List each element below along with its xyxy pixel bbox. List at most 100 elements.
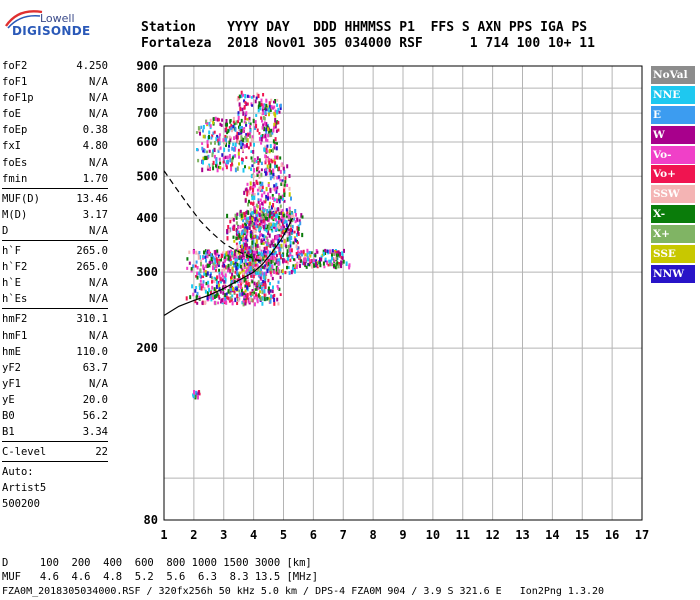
echo-point	[263, 289, 266, 294]
echo-point	[231, 128, 233, 133]
echo-point	[257, 160, 260, 165]
echo-point	[235, 228, 238, 232]
echo-point	[191, 284, 194, 289]
echo-point	[258, 224, 261, 229]
echo-point	[245, 187, 248, 192]
echo-point	[265, 98, 268, 103]
echo-point	[273, 297, 276, 302]
echo-point	[223, 280, 226, 284]
echo-point	[262, 111, 265, 115]
echo-point	[207, 280, 210, 285]
echo-point	[277, 280, 280, 284]
echo-point	[253, 291, 256, 295]
echo-point	[241, 251, 244, 256]
echo-point	[260, 281, 263, 285]
echo-point	[280, 163, 283, 168]
echo-point	[236, 212, 239, 216]
echo-point	[286, 209, 289, 214]
echo-point	[216, 163, 219, 168]
echo-point	[258, 136, 261, 142]
echo-point	[202, 283, 205, 289]
echo-point	[309, 260, 312, 265]
echo-point	[201, 167, 204, 173]
echo-point	[192, 250, 195, 255]
echo-point	[289, 253, 292, 257]
echo-point	[212, 160, 215, 165]
echo-point	[192, 393, 195, 397]
echo-point	[278, 208, 281, 212]
footer-d-line: D 100 200 400 600 800 1000 1500 3000 [km…	[2, 557, 312, 569]
param-label: fmin	[2, 172, 28, 185]
param-value: N/A	[89, 277, 108, 290]
param-row-fxi: fxI 4.80	[2, 138, 108, 154]
echo-point	[267, 229, 270, 234]
echo-point	[231, 294, 234, 298]
echo-point	[256, 166, 259, 171]
echo-point	[254, 288, 257, 291]
echo-point	[234, 297, 237, 303]
echo-point	[261, 126, 264, 130]
echo-point	[241, 234, 244, 240]
echo-point	[197, 126, 200, 131]
echo-point	[203, 272, 206, 276]
param-row-hf: h`F 265.0	[2, 243, 108, 259]
echo-point	[233, 239, 236, 243]
echo-point	[274, 155, 277, 160]
echo-point	[198, 285, 201, 290]
echo-point	[245, 243, 248, 248]
echo-point	[274, 99, 277, 104]
echo-point	[206, 254, 209, 259]
echo-point	[212, 121, 215, 125]
echo-point	[225, 292, 228, 296]
param-value: 4.80	[82, 140, 108, 153]
echo-point	[225, 138, 228, 143]
echo-point	[237, 139, 240, 144]
legend-item-w: W	[651, 125, 695, 144]
echo-point	[199, 273, 202, 278]
echo-point	[273, 125, 275, 129]
echo-point	[232, 261, 235, 266]
echo-point	[263, 103, 266, 108]
echo-point	[227, 263, 230, 268]
echo-point	[218, 140, 221, 146]
echo-point	[289, 244, 292, 248]
echo-point	[247, 211, 250, 215]
echo-point	[260, 219, 263, 224]
echo-point	[272, 243, 275, 247]
echo-point	[288, 237, 291, 242]
echo-point	[254, 208, 256, 214]
echo-point	[235, 215, 238, 220]
echo-point	[329, 263, 332, 267]
echo-point	[313, 264, 316, 268]
echo-point	[250, 102, 253, 106]
echo-point	[238, 249, 241, 254]
echo-point	[202, 255, 205, 259]
echo-point	[238, 140, 241, 145]
echo-point	[253, 158, 256, 162]
echo-point	[293, 258, 295, 261]
echo-point	[334, 250, 336, 253]
echo-point	[295, 213, 297, 217]
param-value: 3.34	[82, 426, 108, 439]
echo-point	[278, 223, 281, 227]
echo-point	[288, 214, 291, 219]
echo-point	[271, 276, 274, 281]
echo-point	[237, 225, 240, 230]
echo-point	[286, 252, 289, 257]
echo-point	[249, 231, 252, 234]
echo-point	[269, 250, 271, 254]
echo-point	[221, 298, 223, 302]
echo-point	[245, 211, 248, 215]
echo-point	[271, 194, 274, 197]
legend-item-voplus: Vo+	[651, 165, 695, 184]
echo-point	[198, 271, 201, 276]
echo-point	[251, 280, 254, 284]
echo-point	[267, 286, 270, 291]
echo-point	[252, 95, 255, 98]
echo-point	[268, 205, 271, 209]
echo-point	[239, 122, 241, 126]
echo-point	[269, 196, 272, 200]
echo-point	[263, 147, 266, 152]
echo-point	[260, 98, 263, 103]
echo-point	[273, 198, 276, 202]
